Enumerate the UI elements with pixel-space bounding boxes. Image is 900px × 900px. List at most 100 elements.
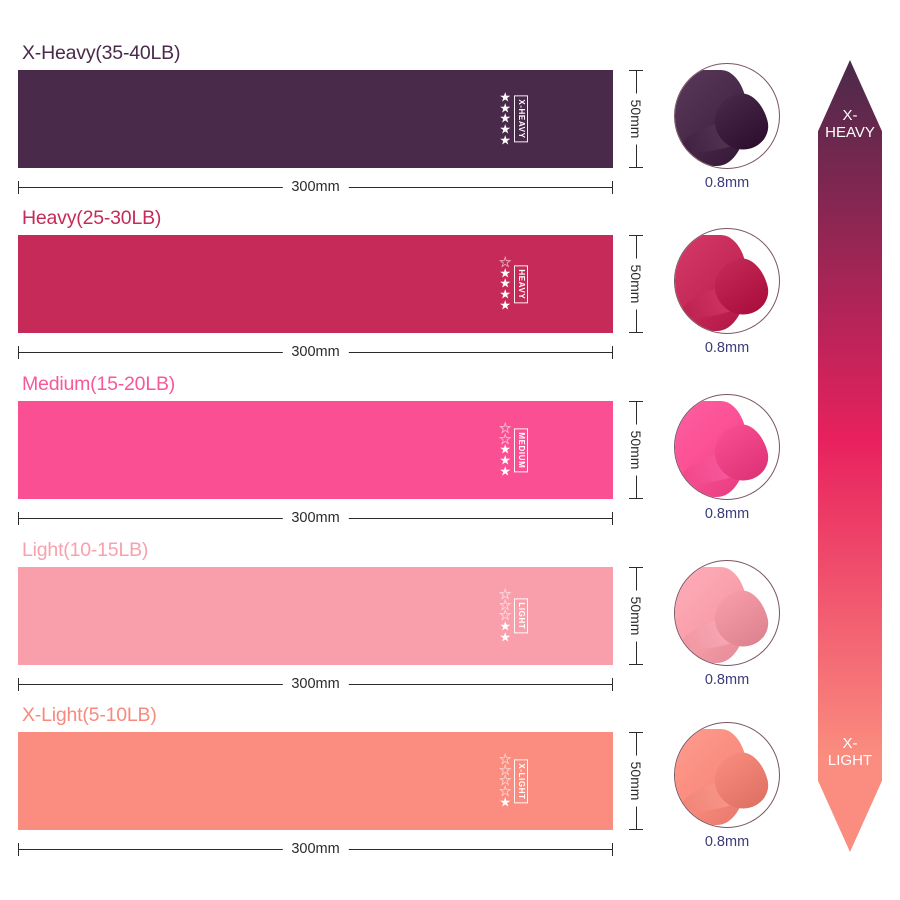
band-title: Light(10-15LB): [22, 539, 149, 561]
thickness-detail: 0.8mm: [668, 394, 786, 522]
height-dimension: 50mm: [626, 401, 646, 499]
star-filled-icon: ★: [499, 618, 511, 634]
star-rating: ★ ★ ★ ★ ★: [499, 420, 511, 478]
width-dimension: 300mm: [18, 178, 613, 196]
width-dimension: 300mm: [18, 675, 613, 693]
star-filled-icon: ★: [499, 628, 511, 644]
width-dimension: 300mm: [18, 509, 613, 527]
band-grade-mark: ★ ★ ★ ★ ★ MEDIUM: [499, 420, 528, 478]
band-cross-section-image: [674, 228, 780, 334]
band-grade-badge: LIGHT: [514, 598, 528, 634]
thickness-label: 0.8mm: [704, 672, 750, 688]
band-grade-mark: ★ ★ ★ ★ ★ LIGHT: [499, 586, 528, 644]
band-cross-section-image: [674, 394, 780, 500]
dimension-cap-bottom: [629, 167, 643, 168]
width-dimension-label: 300mm: [282, 675, 349, 693]
height-dimension: 50mm: [626, 235, 646, 333]
star-filled-icon: ★: [499, 462, 511, 478]
band-title: Medium(15-20LB): [22, 373, 176, 395]
star-empty-icon: ★: [499, 586, 511, 602]
height-dimension: 50mm: [626, 567, 646, 665]
band-title: X-Light(5-10LB): [22, 704, 157, 726]
star-empty-icon: ★: [499, 597, 511, 613]
star-filled-icon: ★: [499, 131, 511, 147]
band-strip: ★ ★ ★ ★ ★ HEAVY: [18, 235, 613, 333]
dimension-cap-right: [612, 843, 613, 856]
star-empty-icon: ★: [499, 431, 511, 447]
dimension-cap-right: [612, 678, 613, 691]
height-dimension-label: 50mm: [628, 590, 644, 642]
star-rating: ★ ★ ★ ★ ★: [499, 751, 511, 809]
thickness-detail: 0.8mm: [668, 63, 786, 191]
star-filled-icon: ★: [499, 275, 511, 291]
band-grade-mark: ★ ★ ★ ★ ★ HEAVY: [499, 255, 528, 312]
dimension-cap-bottom: [629, 332, 643, 333]
thickness-label: 0.8mm: [704, 834, 750, 850]
thickness-detail: 0.8mm: [668, 722, 786, 850]
width-dimension-label: 300mm: [282, 509, 349, 527]
star-filled-icon: ★: [499, 296, 511, 312]
dimension-cap-right: [612, 181, 613, 194]
dimension-cap-right: [612, 512, 613, 525]
band-grade-badge: X-HEAVY: [514, 95, 528, 143]
band-strip: ★ ★ ★ ★ ★ X-LIGHT: [18, 732, 613, 830]
height-dimension-label: 50mm: [628, 258, 644, 310]
dimension-cap-left: [18, 512, 19, 525]
band-cross-section-image: [674, 63, 780, 169]
height-dimension-label: 50mm: [628, 93, 644, 145]
star-empty-icon: ★: [499, 420, 511, 436]
height-dimension-label: 50mm: [628, 755, 644, 807]
arrow-gradient-body: [818, 60, 882, 852]
dimension-cap-left: [18, 843, 19, 856]
thickness-label: 0.8mm: [704, 175, 750, 191]
star-filled-icon: ★: [499, 441, 511, 457]
star-rating: ★ ★ ★ ★ ★: [499, 586, 511, 644]
dimension-cap-bottom: [629, 664, 643, 665]
thickness-detail: 0.8mm: [668, 228, 786, 356]
thickness-detail: 0.8mm: [668, 560, 786, 688]
band-strip: ★ ★ ★ ★ ★ MEDIUM: [18, 401, 613, 499]
band-title: Heavy(25-30LB): [22, 207, 162, 229]
star-empty-icon: ★: [499, 772, 511, 788]
star-empty-icon: ★: [499, 751, 511, 767]
star-filled-icon: ★: [499, 265, 511, 281]
star-rating: ★ ★ ★ ★ ★: [499, 89, 511, 147]
dimension-cap-bottom: [629, 829, 643, 830]
star-filled-icon: ★: [499, 793, 511, 809]
star-filled-icon: ★: [499, 452, 511, 468]
resistance-scale-arrow: X- HEAVY X- LIGHT: [818, 60, 882, 852]
height-dimension-label: 50mm: [628, 424, 644, 476]
height-dimension: 50mm: [626, 732, 646, 830]
band-title: X-Heavy(35-40LB): [22, 42, 181, 64]
width-dimension-label: 300mm: [282, 343, 349, 361]
height-dimension: 50mm: [626, 70, 646, 168]
dimension-cap-left: [18, 346, 19, 359]
band-grade-badge: X-LIGHT: [514, 758, 528, 804]
star-empty-icon: ★: [499, 607, 511, 623]
width-dimension-label: 300mm: [282, 178, 349, 196]
band-cross-section-image: [674, 722, 780, 828]
star-filled-icon: ★: [499, 89, 511, 105]
star-rating: ★ ★ ★ ★ ★: [499, 255, 511, 312]
dimension-cap-top: [629, 732, 643, 733]
thickness-label: 0.8mm: [704, 340, 750, 356]
star-filled-icon: ★: [499, 110, 511, 126]
star-filled-icon: ★: [499, 121, 511, 137]
band-strip: ★ ★ ★ ★ ★ LIGHT: [18, 567, 613, 665]
band-grade-mark: ★ ★ ★ ★ ★ X-LIGHT: [499, 751, 528, 809]
dimension-cap-bottom: [629, 498, 643, 499]
band-grade-badge: HEAVY: [514, 265, 528, 303]
star-empty-icon: ★: [499, 783, 511, 799]
dimension-cap-top: [629, 235, 643, 236]
star-empty-icon: ★: [499, 762, 511, 778]
width-dimension: 300mm: [18, 840, 613, 858]
band-cross-section-image: [674, 560, 780, 666]
width-dimension-label: 300mm: [282, 840, 349, 858]
dimension-cap-top: [629, 567, 643, 568]
dimension-cap-left: [18, 678, 19, 691]
band-grade-mark: ★ ★ ★ ★ ★ X-HEAVY: [499, 89, 528, 147]
width-dimension: 300mm: [18, 343, 613, 361]
dimension-cap-left: [18, 181, 19, 194]
star-filled-icon: ★: [499, 286, 511, 302]
